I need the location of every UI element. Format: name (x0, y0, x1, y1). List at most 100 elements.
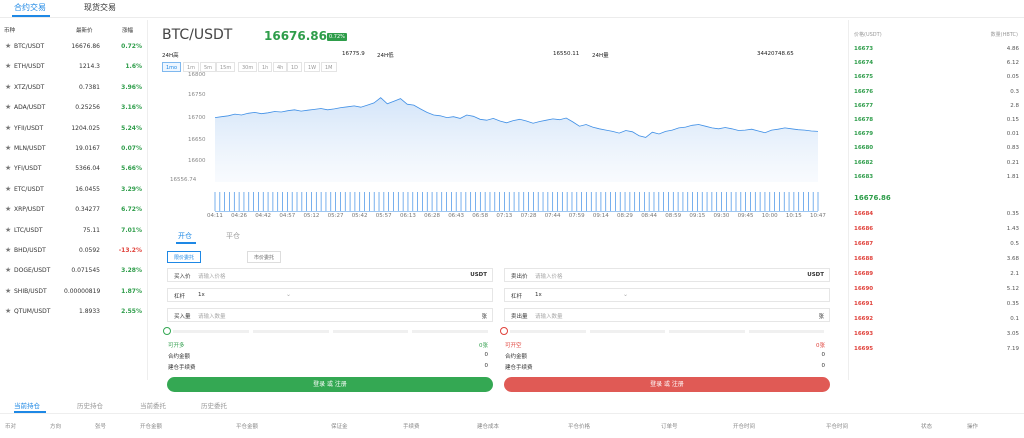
buy-slider-segment[interactable] (173, 330, 249, 333)
timeframe-button[interactable]: 1D (287, 62, 303, 72)
tab-current-positions[interactable]: 当前持仓 (14, 402, 40, 410)
market-row[interactable]: ★ QTUM/USDT 1.8933 2.55% (0, 307, 148, 327)
x-axis-tick-label: 04:26 (231, 213, 247, 219)
sell-quantity-field[interactable]: 卖出量 请输入数量 张 (504, 308, 830, 322)
market-row[interactable]: ★ DOGE/USDT 0.071545 3.28% (0, 266, 148, 286)
buy-price-unit: USDT (470, 272, 487, 278)
timeframe-button[interactable]: 1h (258, 62, 273, 72)
sell-slider-segment[interactable] (748, 330, 824, 333)
sell-slider-segment[interactable] (589, 330, 665, 333)
x-axis-tick-label: 06:43 (448, 213, 465, 219)
x-axis-tick-label: 06:13 (400, 213, 416, 219)
timeframe-button[interactable]: 1M (321, 62, 337, 72)
buy-slider-segment[interactable] (332, 330, 409, 333)
sell-price-field[interactable]: 卖出价 请输入价格 USDT (504, 268, 830, 282)
market-row[interactable]: ★ YFI/USDT 5366.04 5.66% (0, 164, 148, 184)
x-axis-tick-label: 06:28 (424, 213, 440, 219)
x-axis-tick-label: 05:12 (303, 213, 320, 219)
market-row[interactable]: ★ XRP/USDT 0.34277 6.72% (0, 205, 148, 225)
orderbook-bid-price: 16678 (854, 117, 874, 123)
buy-slider-segment[interactable] (412, 330, 488, 333)
tab-contract-trade[interactable]: 合约交易 (14, 3, 46, 12)
buy-quantity-field[interactable]: 买入量 请输入数量 张 (167, 308, 493, 322)
timeframe-button[interactable]: 1W (304, 62, 321, 72)
orderbook-bid-qty: 4.86 (1006, 46, 1019, 52)
star-icon[interactable]: ★ (5, 205, 12, 214)
sell-qty-placeholder: 请输入数量 (535, 314, 563, 320)
sell-fee-row: 建仓手续费 0 (505, 363, 825, 371)
buy-percent-slider-knob[interactable] (163, 327, 171, 335)
market-row[interactable]: ★ BTC/USDT 16676.86 0.72% (0, 42, 148, 62)
market-row[interactable]: ★ ETH/USDT 1214.3 1.6% (0, 62, 148, 82)
timeframe-button[interactable]: 4h (273, 62, 288, 72)
ticker-pair: BTC/USDT (162, 27, 233, 43)
chevron-down-icon: ⌄ (623, 291, 629, 298)
buy-slider-segment[interactable] (252, 330, 329, 333)
star-icon[interactable]: ★ (5, 123, 12, 132)
star-icon[interactable]: ★ (5, 307, 12, 316)
star-icon[interactable]: ★ (5, 103, 12, 112)
market-row[interactable]: ★ ADA/USDT 0.25256 3.16% (0, 103, 148, 123)
orderbook-ask-qty: 3.05 (1006, 331, 1019, 337)
tab-history-orders[interactable]: 历史委托 (201, 402, 227, 410)
market-row[interactable]: ★ BHD/USDT 0.0592 -13.2% (0, 246, 148, 266)
orderbook-qty-header: 数量(HBTC) (990, 32, 1018, 38)
buy-price-placeholder: 请输入价格 (198, 274, 226, 280)
orderbook-ask-price: 16686 (854, 226, 874, 232)
orderbook-bid-price: 16675 (854, 74, 874, 81)
sell-slider-segment[interactable] (669, 330, 745, 333)
tab-open-position[interactable]: 开仓 (178, 232, 192, 240)
tab-current-orders[interactable]: 当前委托 (140, 402, 166, 410)
price-chart[interactable] (160, 70, 840, 220)
star-icon[interactable]: ★ (5, 225, 12, 234)
market-row[interactable]: ★ XTZ/USDT 0.7381 3.96% (0, 83, 148, 103)
tab-spot-trade[interactable]: 现货交易 (84, 3, 116, 12)
market-row-symbol: ADA/USDT (14, 104, 46, 112)
market-order-button[interactable]: 市价委托 (247, 251, 282, 263)
buy-leverage-select[interactable]: 杠杆 1x ⌄ (167, 288, 493, 302)
orderbook-bid-price: 16682 (854, 159, 874, 166)
y-axis-tick-label: 16556.74 (170, 177, 197, 183)
star-icon[interactable]: ★ (5, 62, 12, 71)
stat-low-value: 16550.11 (553, 51, 580, 57)
star-icon[interactable]: ★ (5, 286, 12, 295)
sell-percent-slider-knob[interactable] (500, 327, 508, 335)
timeframe-button[interactable]: 30m (238, 62, 258, 72)
x-axis-tick-label: 04:42 (255, 213, 272, 219)
market-row[interactable]: ★ SHIB/USDT 0.00000819 1.87% (0, 287, 148, 307)
star-icon[interactable]: ★ (5, 42, 12, 50)
sell-login-register-button[interactable]: 登录 或 注册 (504, 377, 830, 392)
sell-leverage-select[interactable]: 杠杆 1x ⌄ (504, 288, 830, 302)
sell-fee-value: 0 (821, 363, 826, 369)
market-row[interactable]: ★ MLN/USDT 19.0167 0.07% (0, 144, 148, 164)
market-row-price: 19.0167 (75, 145, 100, 152)
market-row[interactable]: ★ LTC/USDT 75.11 7.01% (0, 226, 148, 246)
buy-margin-row: 合约金额 0 (168, 352, 488, 360)
star-icon[interactable]: ★ (5, 164, 12, 173)
x-axis-tick-label: 08:44 (641, 213, 658, 219)
timeframe-button[interactable]: 1m (183, 62, 200, 72)
orderbook-ask-price: 16695 (854, 346, 874, 352)
trade-tab-indicator (176, 242, 196, 244)
sell-slider-segment[interactable] (510, 330, 586, 333)
x-axis-tick-label: 10:00 (761, 213, 778, 219)
star-icon[interactable]: ★ (5, 246, 12, 254)
star-icon[interactable]: ★ (5, 82, 12, 91)
tab-close-position[interactable]: 平仓 (226, 232, 240, 240)
orderbook-ask-qty: 0.35 (1006, 211, 1019, 217)
market-row-symbol: QTUM/USDT (14, 308, 51, 316)
market-row[interactable]: ★ YFII/USDT 1204.025 5.24% (0, 124, 148, 144)
buy-login-register-button[interactable]: 登录 或 注册 (167, 377, 493, 392)
column-header: 保证金 (331, 424, 348, 430)
limit-order-button[interactable]: 限价委托 (167, 251, 202, 263)
star-icon[interactable]: ★ (5, 266, 12, 275)
chart-price-line (214, 97, 819, 138)
market-row[interactable]: ★ ETC/USDT 16.0455 3.29% (0, 185, 148, 205)
timeframe-button[interactable]: 5m (200, 62, 217, 72)
timeframe-button[interactable]: 15m (216, 62, 236, 72)
tab-history-positions[interactable]: 历史持仓 (77, 402, 103, 410)
timeframe-button[interactable]: 1mo (162, 62, 182, 72)
star-icon[interactable]: ★ (5, 184, 12, 193)
star-icon[interactable]: ★ (5, 144, 12, 152)
buy-price-field[interactable]: 买入价 请输入价格 USDT (167, 268, 493, 282)
